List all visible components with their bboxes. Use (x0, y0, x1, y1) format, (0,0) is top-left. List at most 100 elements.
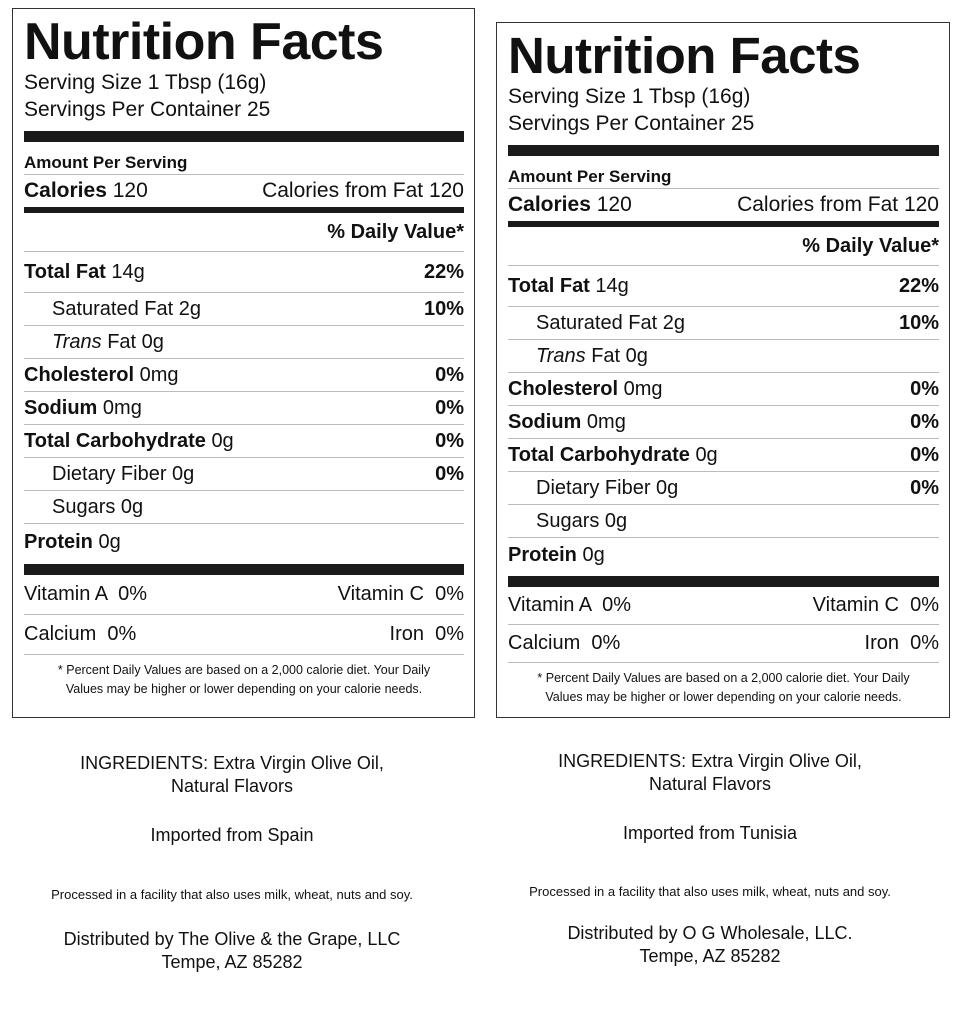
vitamin-a: Vitamin A 0% (24, 583, 148, 605)
nutrient-name-cell: Protein 0g (24, 524, 121, 560)
vitamin-row-2: Calcium 0% Iron 0% (508, 625, 939, 662)
vitamin-row-1: Vitamin A 0% Vitamin C 0% (24, 575, 464, 615)
nutrient-name: Sodium (24, 397, 98, 419)
vitamin-a: Vitamin A 0% (508, 594, 632, 616)
medium-divider (24, 207, 464, 213)
distributor-left: Distributed by The Olive & the Grape, LL… (12, 928, 452, 974)
nutrient-name: Protein (508, 544, 577, 566)
calories-row: Calories 120 Calories from Fat 120 (508, 189, 939, 221)
label-title: Nutrition Facts (24, 13, 384, 71)
nutrient-name-cell: Trans Fat 0g (24, 326, 164, 358)
nutrient-name: Dietary Fiber 0g (536, 477, 679, 499)
iron: Iron 0% (389, 623, 464, 645)
calories-from-fat: Calories from Fat 120 (737, 193, 939, 216)
distributor-line: Tempe, AZ 85282 (639, 946, 781, 966)
ingredients-line: INGREDIENTS: Extra Virgin Olive Oil, (80, 753, 384, 773)
thick-divider (508, 145, 939, 156)
calories-cell: Calories 120 (24, 175, 148, 207)
nutrition-label-right: Nutrition Facts Serving Size 1 Tbsp (16g… (496, 22, 950, 718)
serving-size: Serving Size 1 Tbsp (16g) (24, 71, 267, 94)
nutrient-pct: 22% (423, 261, 464, 283)
nutrient-pct: 0% (435, 397, 464, 419)
nutrient-amount: Fat 0g (591, 345, 648, 367)
calories-label: Calories (24, 179, 107, 202)
footnote-line: Values may be higher or lower depending … (545, 690, 902, 704)
nutrient-amount: 14g (595, 275, 629, 297)
daily-value-text: % Daily Value* (327, 221, 464, 243)
vitamin-row-1: Vitamin A 0% Vitamin C 0% (508, 587, 939, 625)
nutrient-name: Sugars 0g (536, 510, 628, 532)
calcium: Calcium 0% (24, 623, 137, 645)
distributor-right: Distributed by O G Wholesale, LLC. Tempe… (490, 922, 930, 968)
nutrient-name-cell: Sodium 0mg (508, 406, 626, 438)
thick-divider (24, 131, 464, 142)
nutrient-name-cell: Sodium 0mg (24, 392, 142, 424)
nutrient-pct: 0% (910, 411, 939, 433)
nutrient-name-cell: Cholesterol 0mg (24, 359, 179, 391)
nutrient-name: Saturated Fat 2g (536, 312, 685, 334)
nutrient-total-carbohydrate: Total Carbohydrate 0g 0% (508, 439, 939, 472)
origin-left: Imported from Spain (150, 825, 314, 845)
servings-per-container: Servings Per Container 25 (508, 112, 755, 135)
nutrient-pct: 0% (910, 444, 939, 466)
nutrient-cholesterol: Cholesterol 0mg 0% (24, 359, 464, 392)
footnote-line: * Percent Daily Values are based on a 2,… (57, 663, 431, 677)
serving-size: Serving Size 1 Tbsp (16g) (508, 85, 751, 108)
origin-right: Imported from Tunisia (622, 823, 798, 843)
amount-per-serving: Amount Per Serving (24, 142, 464, 175)
ingredients-line: Natural Flavors (648, 774, 772, 794)
nutrition-label-left: Nutrition Facts Serving Size 1 Tbsp (16g… (12, 8, 475, 718)
nutrient-amount: 0mg (586, 411, 626, 433)
distributor-line: Distributed by O G Wholesale, LLC. (567, 923, 853, 943)
allergen-left: Processed in a facility that also uses m… (51, 887, 413, 902)
daily-value-header: % Daily Value* (508, 227, 939, 266)
nutrient-saturated-fat: Saturated Fat 2g 10% (24, 293, 464, 326)
nutrient-trans-fat: Trans Fat 0g (508, 340, 939, 373)
nutrient-pct: 0% (435, 463, 464, 485)
nutrient-dietary-fiber: Dietary Fiber 0g 0% (508, 472, 939, 505)
nutrient-name: Total Carbohydrate (508, 444, 690, 466)
calories-value: 120 (596, 193, 632, 216)
calories-label: Calories (508, 193, 591, 216)
nutrient-amount: 0g (695, 444, 718, 466)
ingredients-line: Natural Flavors (170, 776, 294, 796)
nutrient-pct: 10% (423, 298, 464, 320)
calories-cell: Calories 120 (508, 189, 632, 221)
nutrient-amount: 14g (111, 261, 145, 283)
daily-value-footnote: * Percent Daily Values are based on a 2,… (24, 654, 464, 699)
ingredients-right: INGREDIENTS: Extra Virgin Olive Oil, Nat… (490, 750, 930, 796)
daily-value-header: % Daily Value* (24, 213, 464, 252)
nutrient-amount: 0g (98, 531, 121, 553)
nutrient-sugars: Sugars 0g (508, 505, 939, 538)
label-title: Nutrition Facts (508, 27, 861, 84)
nutrient-trans-fat: Trans Fat 0g (24, 326, 464, 359)
nutrient-total-fat: Total Fat 14g 22% (508, 266, 939, 307)
nutrient-amount: 0mg (102, 397, 142, 419)
ingredients-left: INGREDIENTS: Extra Virgin Olive Oil, Nat… (12, 752, 452, 798)
nutrient-sugars: Sugars 0g (24, 491, 464, 524)
nutrient-total-fat: Total Fat 14g 22% (24, 252, 464, 293)
vitamin-c: Vitamin C 0% (337, 583, 464, 605)
calories-value: 120 (112, 179, 148, 202)
nutrient-amount: 0mg (139, 364, 179, 386)
thick-divider (24, 564, 464, 575)
medium-divider (508, 221, 939, 227)
nutrient-pct: 0% (910, 477, 939, 499)
nutrient-name: Protein (24, 531, 93, 553)
nutrient-amount: 0g (582, 544, 605, 566)
nutrient-name: Total Fat (508, 275, 590, 297)
iron: Iron 0% (864, 632, 939, 654)
nutrient-name: Cholesterol (24, 364, 135, 386)
ingredients-line: INGREDIENTS: Extra Virgin Olive Oil, (558, 751, 862, 771)
servings-per-container: Servings Per Container 25 (24, 98, 271, 121)
vitamin-c: Vitamin C 0% (812, 594, 939, 616)
nutrient-dietary-fiber: Dietary Fiber 0g 0% (24, 458, 464, 491)
nutrient-name-cell: Total Fat 14g (24, 252, 145, 292)
nutrient-pct: 22% (898, 275, 939, 297)
nutrient-name: Sugars 0g (52, 496, 144, 518)
nutrient-name: Total Carbohydrate (24, 430, 206, 452)
nutrient-saturated-fat: Saturated Fat 2g 10% (508, 307, 939, 340)
nutrient-cholesterol: Cholesterol 0mg 0% (508, 373, 939, 406)
nutrient-pct: 0% (910, 378, 939, 400)
footnote-line: * Percent Daily Values are based on a 2,… (537, 671, 910, 685)
